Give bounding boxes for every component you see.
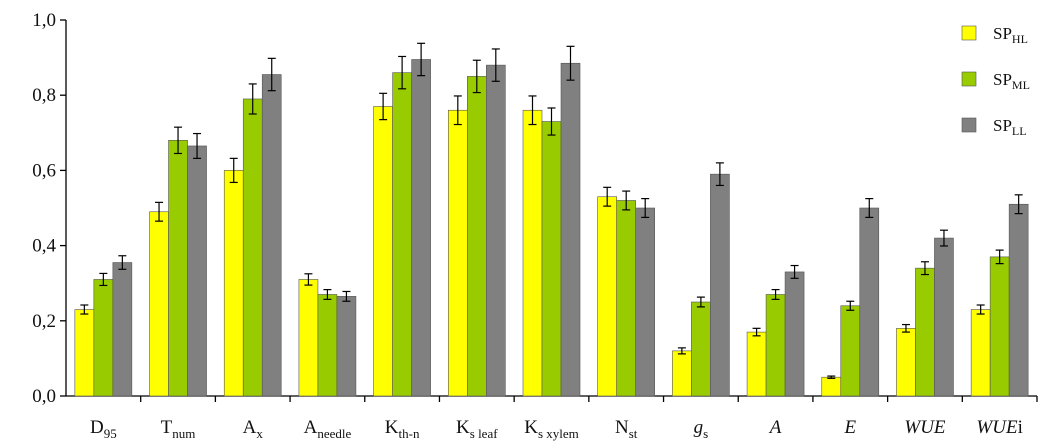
bar bbox=[840, 305, 861, 397]
bar bbox=[859, 207, 880, 397]
bar bbox=[317, 294, 338, 397]
bar bbox=[896, 328, 916, 397]
x-category-label: Kth-n bbox=[385, 417, 420, 441]
bar bbox=[223, 170, 244, 397]
bar bbox=[821, 376, 842, 397]
bar bbox=[187, 145, 207, 397]
bar bbox=[373, 106, 393, 397]
bar bbox=[970, 309, 991, 397]
bar bbox=[242, 98, 263, 397]
bar bbox=[93, 279, 114, 397]
bar bbox=[448, 109, 468, 397]
bar bbox=[616, 200, 636, 397]
bar bbox=[560, 62, 581, 397]
x-axis: D95 Tnum Ax Aneedle Kth-n Ks leaf Ks xylem Nst g… bbox=[66, 395, 1038, 441]
x-category-label: WUE bbox=[904, 417, 946, 438]
bar bbox=[74, 309, 95, 397]
bar bbox=[710, 173, 730, 397]
x-category-label: Nst bbox=[615, 417, 638, 441]
bar bbox=[411, 59, 431, 397]
bar bbox=[467, 76, 487, 397]
y-tick-label: 0,6 bbox=[32, 160, 56, 181]
bar bbox=[784, 271, 805, 397]
legend-swatch bbox=[961, 117, 977, 133]
x-category-label: D95 bbox=[90, 417, 117, 441]
legend-swatch bbox=[961, 25, 977, 41]
bar bbox=[934, 237, 954, 397]
y-tick-label: 0,8 bbox=[32, 85, 56, 106]
bar bbox=[1008, 203, 1029, 397]
x-category-label: Ax bbox=[243, 417, 264, 441]
y-tick-label: 0,0 bbox=[32, 386, 56, 407]
y-tick-label: 0,4 bbox=[32, 236, 56, 257]
y-axis: 0,0 0,2 0,4 0,6 0,8 1,0 bbox=[32, 10, 67, 407]
x-category-label: Aneedle bbox=[304, 417, 352, 441]
bar bbox=[915, 267, 935, 397]
bar bbox=[298, 279, 319, 397]
x-category-label: gs bbox=[694, 417, 709, 441]
bar bbox=[168, 140, 188, 397]
legend: SPHL SPML SPLL bbox=[961, 24, 1030, 138]
legend-swatch bbox=[961, 71, 977, 87]
bar bbox=[746, 331, 767, 397]
bar bbox=[336, 296, 357, 397]
y-tick-label: 0,2 bbox=[32, 311, 56, 332]
bar bbox=[635, 207, 655, 397]
bar bbox=[597, 196, 617, 397]
y-tick-label: 1,0 bbox=[32, 10, 56, 31]
bar bbox=[149, 211, 169, 397]
legend-label: SPLL bbox=[993, 116, 1027, 138]
bar bbox=[486, 64, 506, 397]
x-category-label: Ks leaf bbox=[456, 417, 498, 441]
x-category-label: WUEi bbox=[976, 417, 1022, 438]
bar bbox=[541, 121, 562, 397]
bar bbox=[765, 294, 786, 397]
x-category-label: E bbox=[843, 417, 856, 438]
bar bbox=[392, 72, 412, 397]
bar bbox=[112, 262, 133, 397]
legend-label: SPML bbox=[993, 70, 1030, 92]
bar bbox=[672, 350, 692, 397]
x-category-label: Tnum bbox=[161, 417, 196, 441]
x-category-label: Ks xylem bbox=[524, 417, 579, 441]
bar bbox=[691, 301, 711, 397]
bar bbox=[261, 74, 282, 397]
bars bbox=[74, 42, 1029, 397]
bar bbox=[522, 109, 543, 397]
bar bbox=[989, 256, 1010, 397]
x-category-label: A bbox=[768, 417, 782, 438]
legend-label: SPHL bbox=[993, 24, 1028, 46]
